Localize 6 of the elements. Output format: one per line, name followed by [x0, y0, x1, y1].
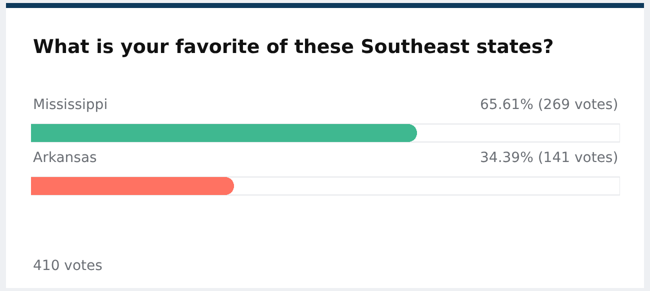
text: 410 votes [33, 258, 102, 274]
data-label: 65.61% (269 votes) [480, 97, 618, 113]
chart-title: What is your favorite of these Southeast states? [33, 36, 554, 58]
data-label: 34.39% (141 votes) [480, 150, 618, 166]
y-tick-label: Arkansas [33, 150, 97, 166]
y-tick-label: Mississippi [33, 97, 108, 113]
